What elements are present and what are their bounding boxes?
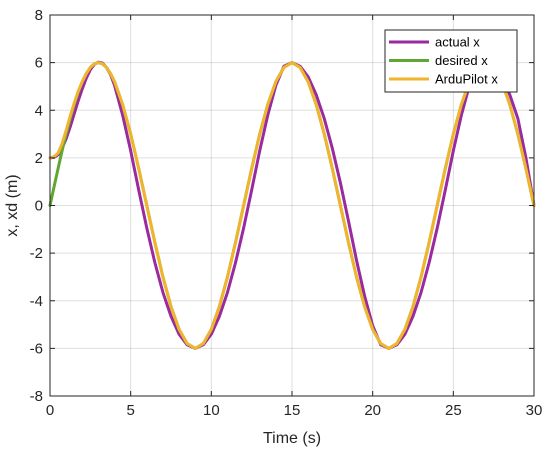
x-tick-label: 10 <box>203 402 220 419</box>
legend-label-desired-x: desired x <box>435 53 488 68</box>
x-tick-label: 30 <box>526 402 543 419</box>
legend: actual x desired x ArduPilot x <box>384 29 518 93</box>
y-tick-label: -4 <box>30 293 43 310</box>
x-tick-label: 0 <box>46 402 54 419</box>
y-tick-label: 4 <box>35 102 43 119</box>
x-tick-label: 25 <box>445 402 462 419</box>
legend-label-actual-x: actual x <box>435 35 480 50</box>
y-tick-label: 2 <box>35 150 43 167</box>
series-layer <box>48 60 536 350</box>
y-tick-label: 8 <box>35 7 43 24</box>
y-tick-label: -8 <box>30 388 43 405</box>
x-tick-label: 20 <box>364 402 381 419</box>
y-axis-label: x, xd (m) <box>4 174 21 236</box>
x-tick-label: 15 <box>284 402 301 419</box>
y-tick-label: -6 <box>30 340 43 357</box>
legend-label-ardupilot-x: ArduPilot x <box>435 72 498 87</box>
y-tick-label: 6 <box>35 55 43 72</box>
y-tick-label: 0 <box>35 198 43 215</box>
tick-layer: 0 5 10 15 20 25 30 -8 -6 -4 -2 0 2 4 6 8 <box>30 7 543 419</box>
series-line-ardupilot-x <box>48 61 536 350</box>
x-tick-label: 5 <box>126 402 134 419</box>
y-tick-label: -2 <box>30 245 43 262</box>
legend-items: actual x desired x ArduPilot x <box>389 35 498 87</box>
x-axis-label: Time (s) <box>263 430 321 447</box>
